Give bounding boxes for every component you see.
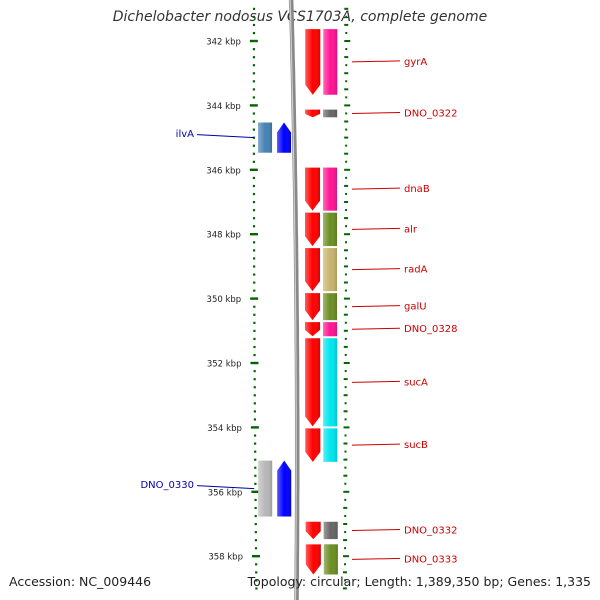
gene-gyrA[interactable] — [305, 29, 338, 95]
label-leader — [351, 60, 401, 63]
label-leader — [196, 485, 255, 490]
axis-tick-label: 352 kbp — [207, 360, 242, 370]
label-leader — [196, 134, 255, 139]
gene-dnaB[interactable] — [305, 167, 338, 211]
label-leader — [351, 443, 401, 446]
gene-label[interactable]: alr — [404, 224, 418, 235]
gene-label[interactable]: DNO_0333 — [404, 554, 458, 565]
axis-tick-label: 350 kbp — [207, 295, 242, 305]
gene-galU[interactable] — [305, 293, 338, 321]
axis-tick-label: 358 kbp — [208, 553, 243, 563]
gene-label[interactable]: DNO_0328 — [404, 324, 458, 335]
gene-DNO_0333[interactable] — [305, 544, 338, 575]
gene-label[interactable]: gyrA — [404, 57, 427, 68]
gene-DNO_0328[interactable] — [305, 322, 338, 337]
gene-DNO_0332[interactable] — [305, 521, 338, 540]
gene-label[interactable]: sucA — [404, 377, 428, 388]
label-leader — [351, 380, 401, 383]
gene-label[interactable]: dnaB — [404, 184, 430, 195]
genome-backbone — [288, 0, 300, 600]
axis-tick-label: 346 kbp — [206, 166, 241, 176]
gene-DNO_0330[interactable] — [258, 460, 292, 517]
gene-label[interactable]: galU — [404, 302, 427, 313]
gene-label[interactable]: DNO_0322 — [404, 108, 458, 119]
gene-label[interactable]: sucB — [404, 440, 428, 451]
label-leader — [351, 305, 401, 308]
gene-alr[interactable] — [305, 212, 338, 247]
label-leader — [351, 557, 401, 560]
axis-tick-label: 348 kbp — [206, 231, 241, 241]
label-leader — [351, 528, 401, 531]
gene-radA[interactable] — [305, 248, 338, 292]
label-leader — [351, 111, 401, 114]
label-leader — [351, 227, 401, 230]
accession-text: Accession: NC_009446 — [9, 574, 152, 589]
axis-tick-label: 344 kbp — [206, 102, 241, 112]
label-leader — [351, 327, 401, 330]
gene-label[interactable]: ilvA — [176, 129, 194, 140]
label-leader — [351, 187, 401, 190]
axis-tick-label: 356 kbp — [208, 488, 243, 498]
gene-label[interactable]: DNO_0332 — [404, 525, 458, 536]
gene-sucA[interactable] — [305, 338, 338, 427]
topology-text: Topology: circular; Length: 1,389,350 bp… — [247, 574, 591, 589]
label-leader — [351, 268, 401, 271]
gene-label[interactable]: DNO_0330 — [140, 480, 194, 491]
gene-sucB[interactable] — [305, 428, 338, 462]
gene-ilvA[interactable] — [258, 122, 292, 153]
gene-label[interactable]: radA — [404, 265, 428, 276]
map-title: Dichelobacter nodosus VCS1703A, complete… — [112, 9, 488, 25]
gene-DNO_0322[interactable] — [305, 109, 338, 118]
axis-tick-label: 342 kbp — [206, 38, 241, 48]
axis-tick-label: 354 kbp — [207, 424, 242, 434]
